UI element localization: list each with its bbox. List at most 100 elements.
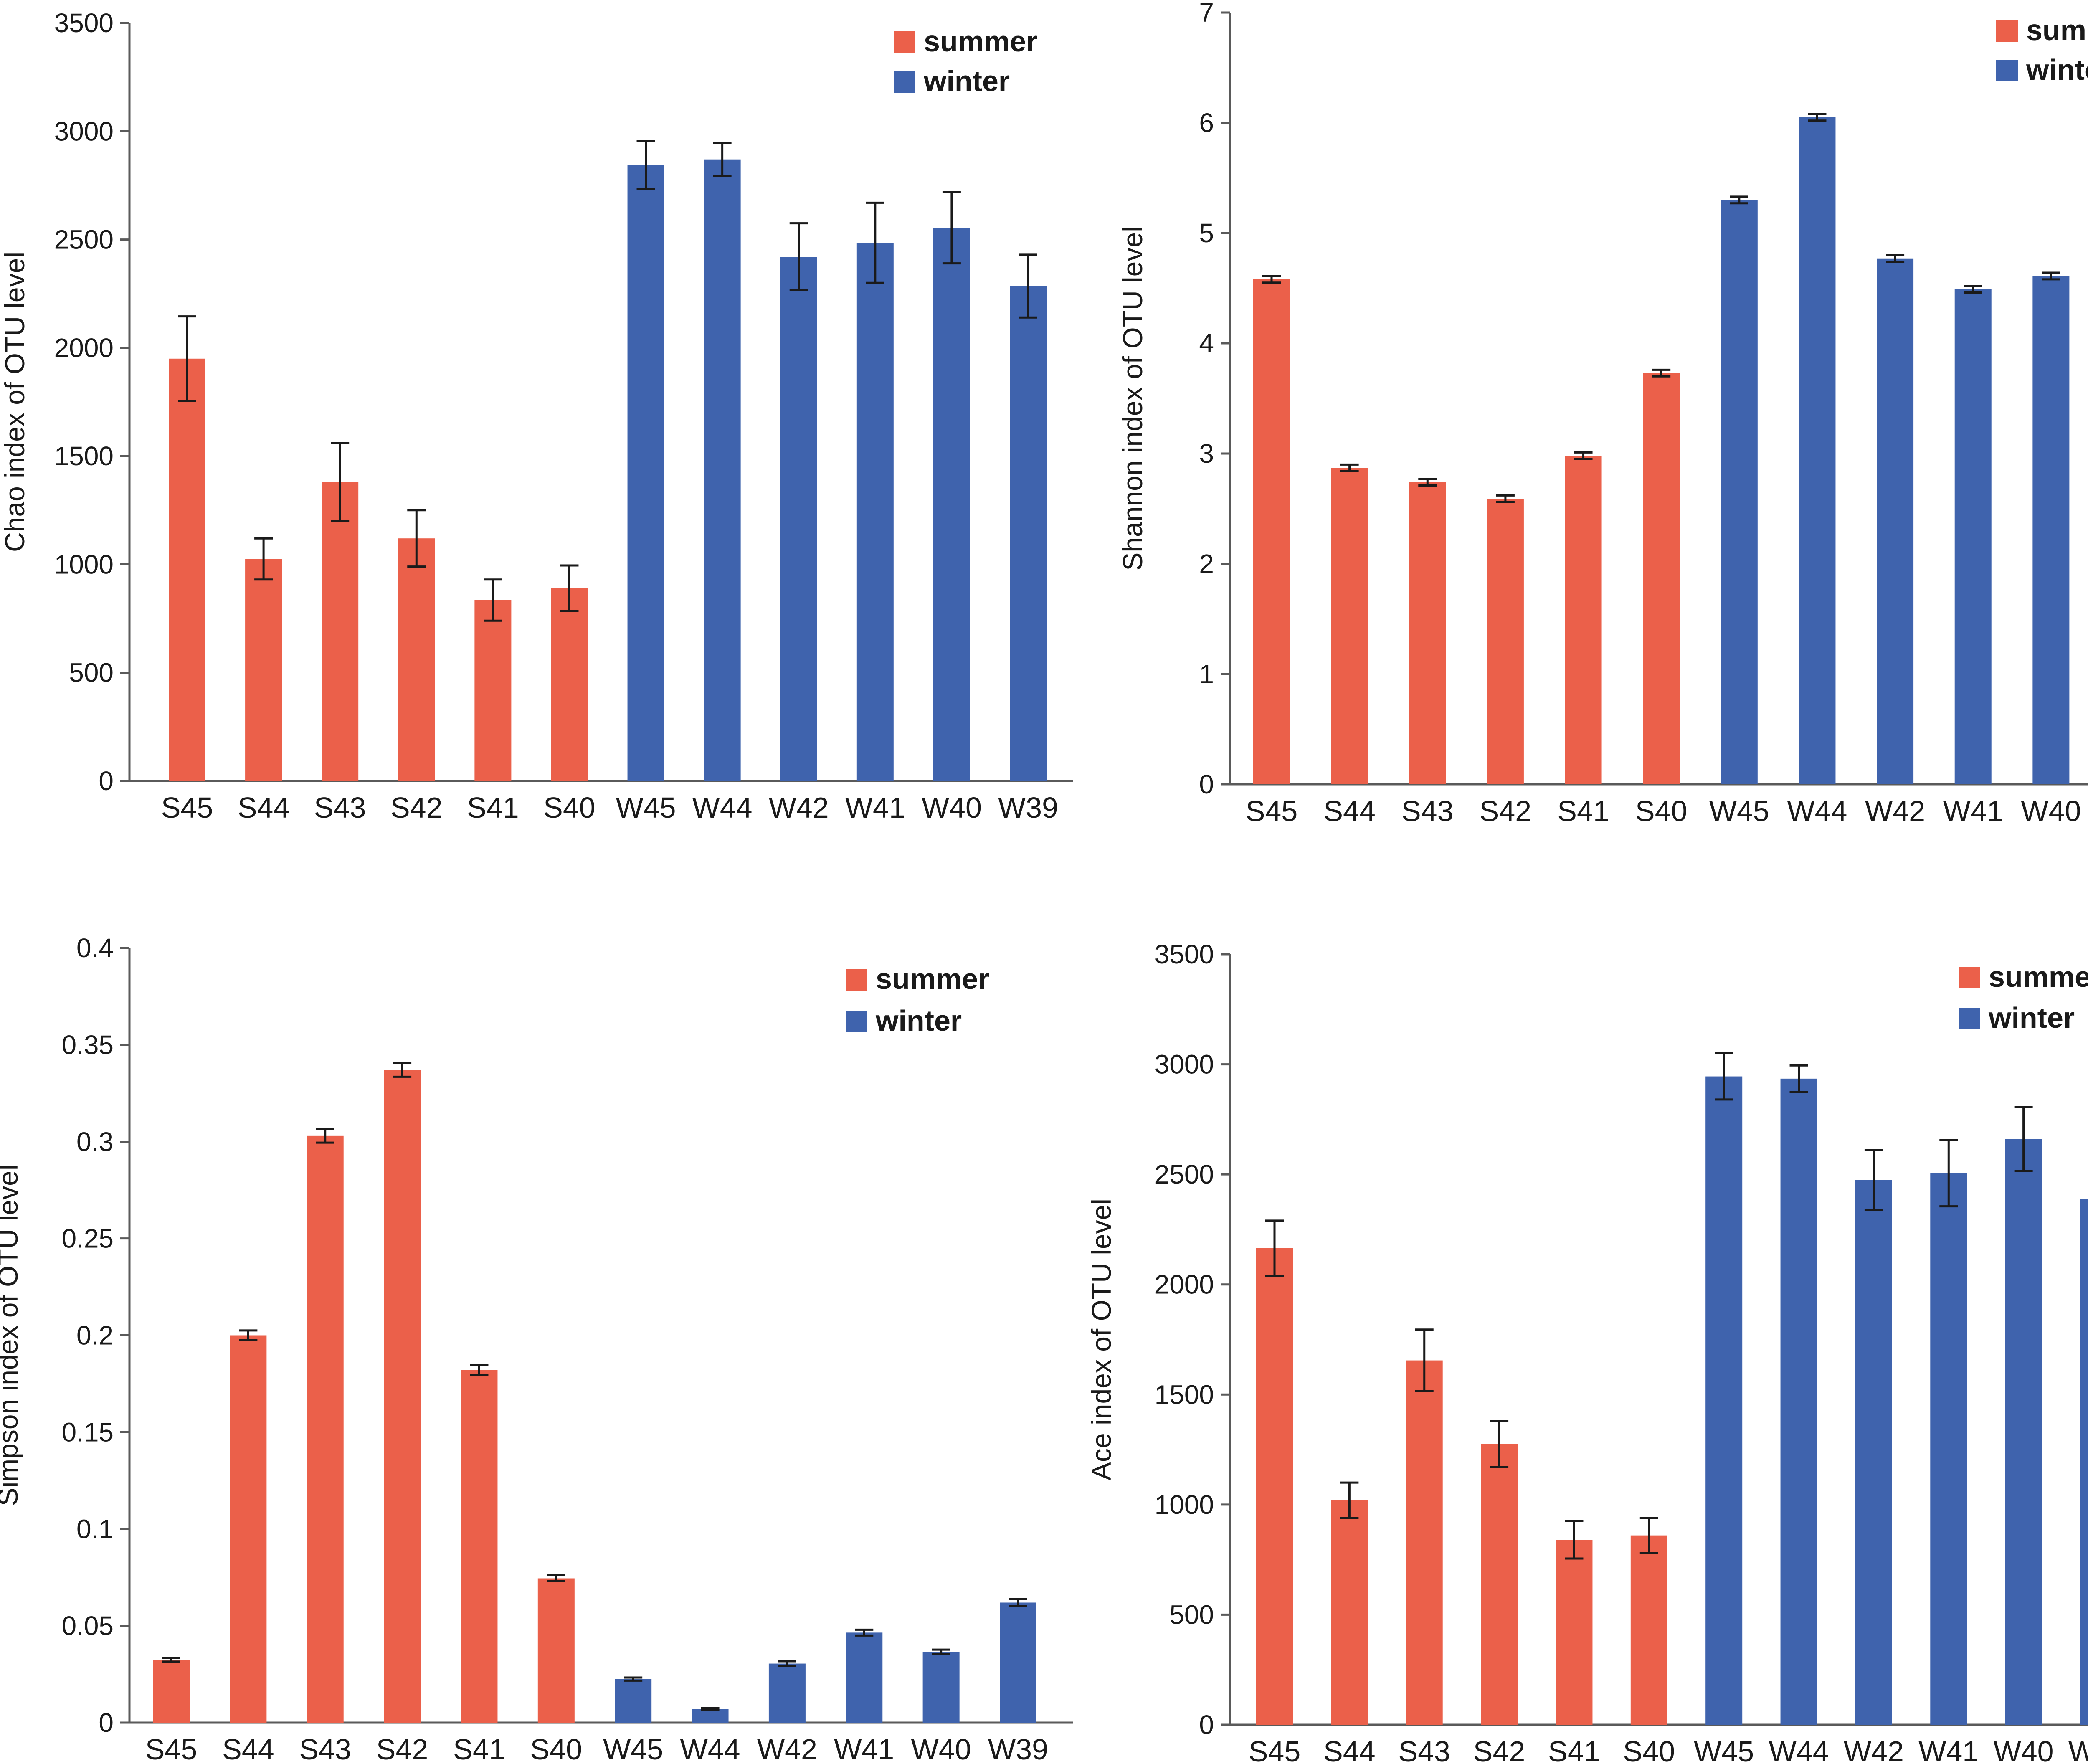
shannon-error-bar-w40 [2042,271,2060,281]
simpson-bar-w44 [692,1709,729,1723]
simpson-legend-swatch-summer [846,969,867,991]
simpson-y-tick-label: 0 [99,1708,114,1738]
ace-y-tick-label: 3500 [1155,939,1214,969]
shannon-y-tick-label: 5 [1199,218,1214,248]
chao-error-bar-w41 [866,201,884,284]
chao-legend-label-winter: winter [923,65,1010,97]
simpson-error-bar-w44 [701,1707,720,1711]
shannon-y-tick-label: 3 [1199,438,1214,469]
ace-category-label: S44 [1323,1735,1376,1762]
simpson-category-label: S40 [530,1733,583,1762]
ace-error-bar-w45 [1715,1052,1733,1101]
simpson-error-bar-s43 [316,1128,334,1144]
chao-bar-w44 [704,159,741,781]
simpson-chart-panel: 0 0.05 0.1 0.15 0.2 0.25 0.3 0.35 0.4 Simpson ind… [0,933,1073,1764]
ace-bar-w42 [1855,1180,1892,1725]
ace-bar-s45 [1256,1248,1293,1725]
simpson-y-axis-title: Simpson index of OTU level [0,1164,23,1506]
shannon-bar-w41 [1954,289,1992,784]
simpson-bar-s40 [537,1578,575,1723]
simpson-bar-w39 [1000,1602,1036,1723]
simpson-error-bar-s44 [239,1329,258,1341]
chao-error-bar-w42 [789,222,808,291]
ace-category-label: W45 [1694,1735,1754,1762]
ace-y-tick-label: 3000 [1155,1049,1214,1080]
ace-category-label: S40 [1623,1735,1675,1762]
shannon-bar-w44 [1799,117,1836,784]
ace-y-tick-label: 1000 [1155,1490,1214,1520]
ace-bar-w39 [2080,1199,2088,1725]
simpson-y-tick-label: 0.25 [61,1224,114,1254]
shannon-chart-panel: 0 1 2 3 4 5 6 7 Shannon index of OTU level S45 S44… [1117,0,2088,827]
chao-error-bar-s41 [484,578,502,622]
simpson-error-bar-s45 [162,1657,180,1663]
chao-y-tick-label: 3500 [54,8,114,38]
shannon-category-label: S45 [1246,795,1298,827]
shannon-category-label: S42 [1480,795,1532,827]
chao-bar-w39 [1010,286,1047,781]
simpson-bar-w42 [768,1663,806,1723]
ace-bar-s42 [1481,1444,1518,1725]
shannon-error-bar-w44 [1808,113,1827,122]
shannon-bar-w40 [2032,276,2070,785]
simpson-y-tick-label: 0.3 [76,1127,114,1157]
ace-category-label: W41 [1918,1735,1979,1762]
simpson-category-label: S43 [299,1733,351,1762]
chao-legend-swatch-winter [894,71,915,93]
simpson-error-bar-w40 [932,1648,950,1655]
ace-y-axis-title: Ace index of OTU level [1086,1199,1117,1480]
simpson-error-bar-w41 [855,1628,874,1637]
simpson-y-tick-label: 0.15 [61,1417,114,1447]
ace-error-bar-w41 [1939,1139,1958,1208]
simpson-category-label: S41 [453,1733,505,1762]
simpson-y-tick-label: 0.05 [61,1611,114,1641]
shannon-y-tick-label: 2 [1199,549,1214,579]
shannon-bar-s40 [1643,373,1680,784]
ace-y-tick-label: 2000 [1155,1270,1214,1300]
simpson-bar-s44 [230,1335,267,1723]
simpson-bar-w40 [922,1652,960,1723]
ace-y-tick-label: 500 [1169,1599,1214,1630]
shannon-error-bar-w41 [1964,285,1982,294]
chao-y-tick-label: 1500 [54,441,114,471]
chao-y-tick-label: 3000 [54,116,114,146]
simpson-category-label: W40 [911,1733,971,1762]
simpson-bar-w45 [615,1679,652,1723]
ace-error-bar-s43 [1415,1328,1434,1392]
chao-bar-w40 [933,228,970,781]
chao-bar-w42 [780,257,817,781]
simpson-y-tick-label: 0.4 [76,933,114,963]
simpson-bar-s41 [461,1370,498,1723]
simpson-bar-s45 [153,1660,190,1723]
shannon-error-bar-w42 [1886,254,1905,263]
simpson-y-tick-label: 0.1 [76,1514,114,1544]
shannon-error-bar-s41 [1574,451,1593,460]
shannon-y-tick-label: 6 [1199,108,1214,138]
simpson-category-label: S42 [376,1733,428,1762]
ace-error-bar-w42 [1864,1149,1883,1211]
ace-legend-label-winter: winter [1988,1001,2075,1034]
chao-error-bar-w39 [1019,253,1037,319]
simpson-legend-label-winter: winter [875,1004,962,1037]
simpson-error-bar-s41 [470,1364,489,1376]
shannon-error-bar-s43 [1418,478,1437,487]
ace-bar-w45 [1705,1076,1743,1725]
chao-category-label: S44 [238,791,290,824]
ace-category-label: S42 [1473,1735,1525,1762]
shannon-y-tick-label: 7 [1199,0,1214,28]
ace-legend-swatch-winter [1959,1008,1980,1029]
ace-error-bar-s42 [1490,1420,1509,1468]
ace-y-tick-label: 2500 [1155,1159,1214,1189]
simpson-category-label: W39 [988,1733,1048,1762]
shannon-error-bar-s45 [1262,275,1281,284]
shannon-bar-s44 [1331,468,1368,784]
shannon-error-bar-s42 [1496,494,1515,503]
chao-y-tick-label: 2500 [54,225,114,255]
simpson-category-label: S45 [145,1733,198,1762]
chao-bar-s42 [398,538,435,781]
shannon-category-label: W44 [1787,795,1847,827]
shannon-category-label: W42 [1865,795,1925,827]
chao-category-label: W45 [616,791,676,824]
simpson-error-bar-w42 [778,1660,796,1667]
